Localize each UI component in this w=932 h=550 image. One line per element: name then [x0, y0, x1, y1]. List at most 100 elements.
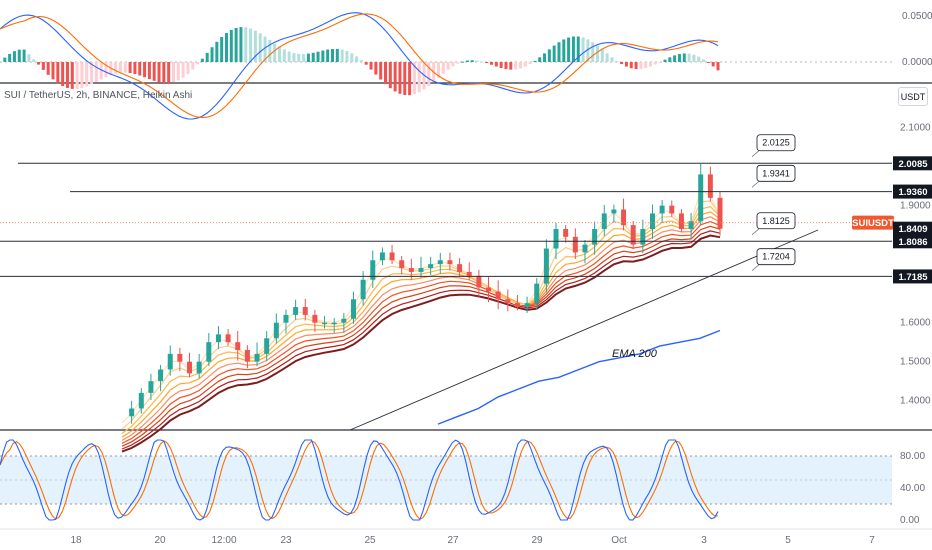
- callout-box: [756, 134, 796, 152]
- macd-histogram-bar: [94, 62, 98, 82]
- macd-histogram-bar: [239, 27, 243, 62]
- macd-histogram-bar: [499, 62, 503, 68]
- macd-histogram-bar: [528, 62, 532, 65]
- time-axis-label: 18: [70, 535, 82, 546]
- macd-histogram-bar: [56, 62, 60, 84]
- macd-histogram-bar: [668, 57, 672, 62]
- price-level-tag: [893, 221, 932, 236]
- price-level-tag: [893, 156, 932, 171]
- ascending-trendline: [349, 229, 819, 431]
- macd-histogram-bar: [171, 62, 175, 83]
- candle-body: [630, 225, 636, 245]
- macd-histogram-bar: [408, 62, 412, 96]
- macd-histogram-bar: [567, 37, 571, 62]
- macd-histogram-bar: [682, 53, 686, 62]
- macd-histogram-bar: [8, 53, 12, 62]
- candle-body: [572, 236, 578, 253]
- time-axis-label: 27: [447, 535, 459, 546]
- price-tag-label: 1.8409: [898, 224, 927, 235]
- macd-axis-label: 0.0000: [902, 57, 932, 68]
- candle-body: [215, 334, 221, 343]
- candle-body: [678, 213, 684, 230]
- candle-body: [543, 248, 549, 284]
- candle-body: [486, 287, 492, 292]
- candle-body: [437, 260, 443, 265]
- price-tag-label: SUIUSDT: [852, 218, 894, 229]
- price-axis-label: 2.1000: [900, 123, 931, 134]
- candle-body: [244, 349, 250, 362]
- macd-histogram-bar: [32, 59, 36, 62]
- time-axis-label: 20: [154, 535, 166, 546]
- candle-body: [283, 314, 289, 323]
- price-axis-label: 1.4000: [900, 396, 931, 407]
- candle-body: [563, 229, 569, 237]
- macd-histogram-bar: [359, 60, 363, 62]
- macd-histogram-bar: [200, 58, 204, 62]
- macd-histogram-bar: [330, 48, 334, 62]
- macd-histogram-bar: [143, 62, 147, 78]
- macd-histogram-bar: [649, 62, 653, 67]
- macd-histogram-bar: [335, 48, 339, 62]
- macd-histogram-bar: [702, 59, 706, 62]
- price-level-tag: [893, 269, 932, 284]
- time-axis-label: 3: [701, 535, 707, 546]
- candle-body: [524, 303, 530, 308]
- macd-histogram-bar: [557, 42, 561, 62]
- candle-body: [495, 291, 501, 300]
- stoch-axis-label: 40.00: [900, 483, 925, 494]
- macd-histogram-bar: [273, 43, 277, 62]
- macd-histogram-bar: [306, 53, 310, 62]
- ema200-line: [437, 329, 721, 425]
- callout-label: 2.0125: [762, 138, 790, 148]
- macd-histogram-bar: [90, 62, 94, 85]
- candle-body: [322, 322, 328, 325]
- callout-leader: [751, 181, 760, 188]
- candle-body: [457, 264, 463, 272]
- macd-histogram-bar: [258, 33, 262, 62]
- macd-histogram-bar: [220, 37, 224, 62]
- symbol-price-tag: [852, 215, 894, 230]
- macd-histogram-bar: [22, 49, 26, 62]
- currency-button[interactable]: USDT: [898, 87, 928, 106]
- macd-histogram-bar: [605, 53, 609, 62]
- candle-body: [698, 174, 704, 222]
- time-axis-label: 12:00: [211, 535, 236, 546]
- macd-histogram-bar: [437, 62, 441, 78]
- macd-histogram-bar: [369, 62, 373, 70]
- macd-histogram-bar: [85, 62, 89, 87]
- candle-body: [553, 229, 559, 249]
- macd-histogram-bar: [340, 49, 344, 62]
- candle-body: [206, 342, 212, 362]
- macd-histogram-bar: [446, 62, 450, 70]
- macd-histogram-bar: [677, 54, 681, 62]
- macd-histogram-bar: [364, 62, 368, 65]
- ma-ribbon-line: [121, 211, 721, 438]
- macd-histogram-bar: [480, 61, 484, 63]
- macd-histogram-bar: [326, 49, 330, 62]
- macd-histogram-bar: [191, 62, 195, 70]
- macd-histogram-bar: [576, 36, 580, 62]
- time-axis-label: 25: [364, 535, 376, 546]
- candle-body: [293, 307, 299, 315]
- symbol-title: SUI / TetherUS, 2h, BINANCE, Heikin Ashi: [4, 90, 193, 101]
- macd-histogram-bar: [321, 50, 325, 62]
- macd-histogram-bar: [128, 62, 132, 74]
- macd-signal-line: [0, 13, 719, 119]
- candle-body: [341, 318, 347, 323]
- macd-histogram-bar: [653, 62, 657, 65]
- macd-histogram-bar: [523, 62, 527, 67]
- candle-body: [273, 322, 279, 339]
- macd-histogram-bar: [65, 62, 69, 88]
- macd-histogram-bar: [167, 62, 171, 84]
- candle-body: [505, 299, 511, 304]
- macd-histogram-bar: [504, 62, 508, 70]
- candle-body: [669, 205, 675, 214]
- candle-body: [611, 209, 617, 214]
- macd-histogram-bar: [17, 49, 21, 62]
- ma-ribbon-line: [121, 200, 721, 430]
- macd-histogram-bar: [663, 59, 667, 62]
- macd-histogram-bar: [600, 49, 604, 62]
- macd-histogram-bar: [162, 62, 166, 83]
- stoch-axis-label: 0.00: [900, 515, 920, 526]
